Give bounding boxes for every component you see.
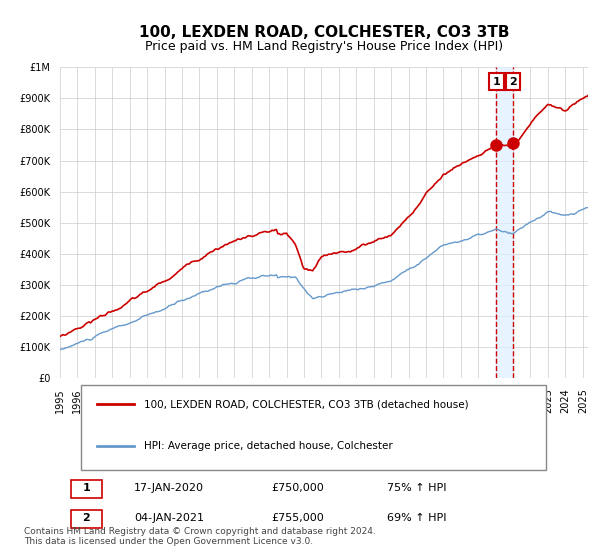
FancyBboxPatch shape [71, 480, 102, 498]
Text: 75% ↑ HPI: 75% ↑ HPI [388, 483, 447, 493]
Text: 100, LEXDEN ROAD, COLCHESTER, CO3 3TB (detached house): 100, LEXDEN ROAD, COLCHESTER, CO3 3TB (d… [145, 399, 469, 409]
Text: 1: 1 [83, 483, 90, 493]
Text: Contains HM Land Registry data © Crown copyright and database right 2024.
This d: Contains HM Land Registry data © Crown c… [24, 526, 376, 546]
Text: £750,000: £750,000 [271, 483, 324, 493]
Text: 69% ↑ HPI: 69% ↑ HPI [388, 513, 447, 522]
Text: 1: 1 [493, 77, 500, 87]
Text: 2: 2 [509, 77, 517, 87]
Text: Price paid vs. HM Land Registry's House Price Index (HPI): Price paid vs. HM Land Registry's House … [145, 40, 503, 53]
Text: 100, LEXDEN ROAD, COLCHESTER, CO3 3TB: 100, LEXDEN ROAD, COLCHESTER, CO3 3TB [139, 25, 509, 40]
FancyBboxPatch shape [71, 510, 102, 528]
Text: £755,000: £755,000 [271, 513, 324, 522]
FancyBboxPatch shape [81, 385, 546, 470]
Text: 17-JAN-2020: 17-JAN-2020 [134, 483, 204, 493]
Text: HPI: Average price, detached house, Colchester: HPI: Average price, detached house, Colc… [145, 441, 393, 451]
Text: 2: 2 [83, 513, 90, 522]
Text: 04-JAN-2021: 04-JAN-2021 [134, 513, 204, 522]
Bar [496, 67, 513, 379]
